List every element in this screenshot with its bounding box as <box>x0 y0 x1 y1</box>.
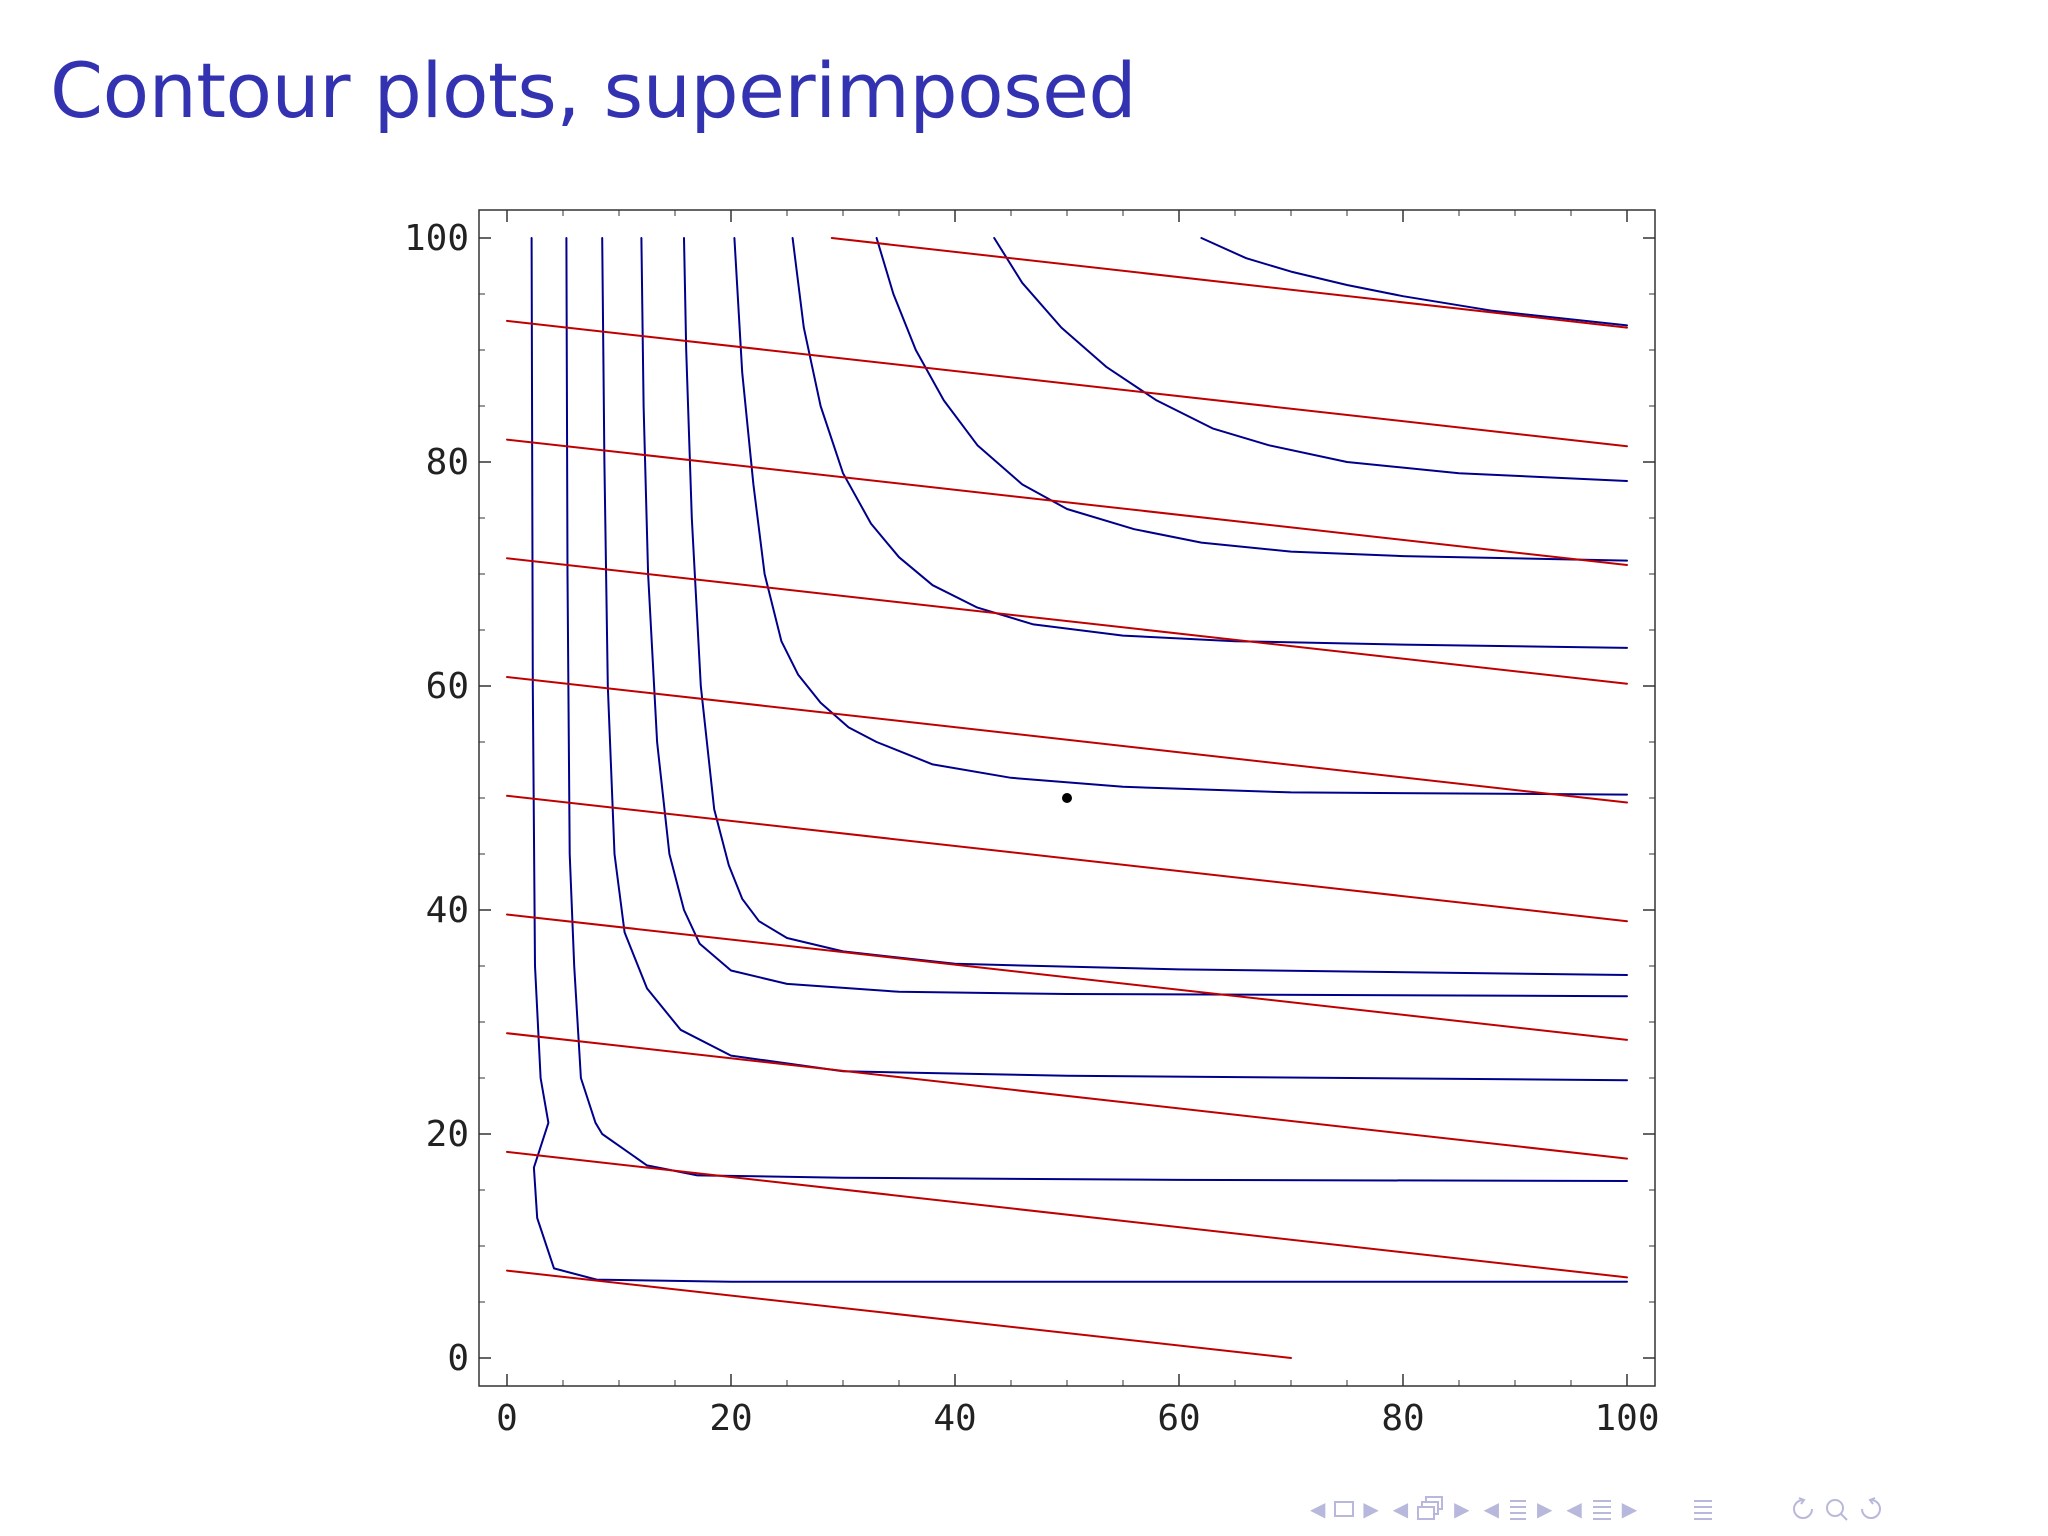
frame-prev-arrow[interactable]: ◀ <box>1310 1497 1326 1521</box>
section-prev-arrow[interactable]: ◀ <box>1483 1497 1499 1521</box>
y-tick-label: 40 <box>426 890 469 931</box>
contour-line-0-6 <box>791 237 1628 649</box>
slide-nav-group: ◀ ▶ <box>1566 1497 1637 1521</box>
x-tick-label: 0 <box>496 1398 518 1439</box>
contour-line-0-8 <box>993 237 1628 482</box>
y-tick-label: 20 <box>426 1114 469 1155</box>
y-tick-label: 60 <box>426 666 469 707</box>
x-tick-label: 60 <box>1157 1398 1200 1439</box>
marker-points <box>1062 793 1072 803</box>
subsection-prev-arrow[interactable]: ◀ <box>1392 1497 1409 1521</box>
contour-line-1-2 <box>506 1032 1628 1160</box>
x-tick-label: 80 <box>1381 1398 1424 1439</box>
contour-line-0-9 <box>1200 237 1628 327</box>
contour-line-1-4 <box>506 794 1628 923</box>
y-tick-label: 0 <box>447 1338 469 1379</box>
section-nav-group: ◀ ▶ <box>1484 1497 1553 1521</box>
slide-nav-icon[interactable] <box>1590 1497 1614 1521</box>
search-icon[interactable] <box>1789 1494 1885 1524</box>
contour-line-1-1 <box>506 1150 1628 1279</box>
frame-nav-group: ◀ ▶ <box>1310 1497 1379 1521</box>
frame-nav-icon[interactable] <box>1333 1500 1355 1518</box>
contour-line-0-3 <box>640 237 1628 998</box>
frame-next-arrow[interactable]: ▶ <box>1363 1497 1379 1521</box>
contour-line-0-4 <box>683 237 1628 976</box>
contour-line-1-3 <box>506 913 1628 1041</box>
contour-line-1-6 <box>506 557 1628 685</box>
contour-line-0-5 <box>733 237 1628 796</box>
x-tick-label: 40 <box>933 1398 976 1439</box>
contour-line-0-2 <box>601 237 1628 1082</box>
contour-line-0-1 <box>565 237 1628 1182</box>
slide-next-arrow[interactable]: ▶ <box>1621 1497 1638 1521</box>
contour-line-1-0 <box>506 1269 1292 1359</box>
contour-line-1-7 <box>506 438 1628 566</box>
slide-title: Contour plots, superimposed <box>50 46 1137 135</box>
y-tick-label: 80 <box>426 442 469 483</box>
x-tick-label: 20 <box>709 1398 752 1439</box>
subsection-nav-icon[interactable] <box>1416 1495 1446 1523</box>
marker-point <box>1062 793 1072 803</box>
section-next-arrow[interactable]: ▶ <box>1536 1497 1553 1521</box>
x-tick-label: 100 <box>1594 1398 1659 1439</box>
slide-prev-arrow[interactable]: ◀ <box>1566 1497 1582 1521</box>
subsection-next-arrow[interactable]: ▶ <box>1454 1497 1470 1521</box>
contour-line-1-9 <box>830 237 1628 329</box>
toc-icon[interactable] <box>1691 1497 1715 1521</box>
beamer-navigation: ◀ ▶ ◀ ▶ ◀ ▶ ◀ ▶ <box>1310 1492 1885 1526</box>
y-tick-label: 100 <box>404 218 469 259</box>
contour-lines <box>506 237 1628 1359</box>
subsection-nav-group: ◀ ▶ <box>1393 1495 1470 1523</box>
contour-line-0-7 <box>875 237 1628 562</box>
contour-line-1-5 <box>506 676 1628 804</box>
contour-line-0-0 <box>530 237 1628 1283</box>
axis-ticks: 0 20 40 60 80 100 0 20 40 60 80 100 <box>404 210 1660 1439</box>
section-nav-icon[interactable] <box>1507 1497 1529 1521</box>
contour-line-1-8 <box>506 319 1628 448</box>
